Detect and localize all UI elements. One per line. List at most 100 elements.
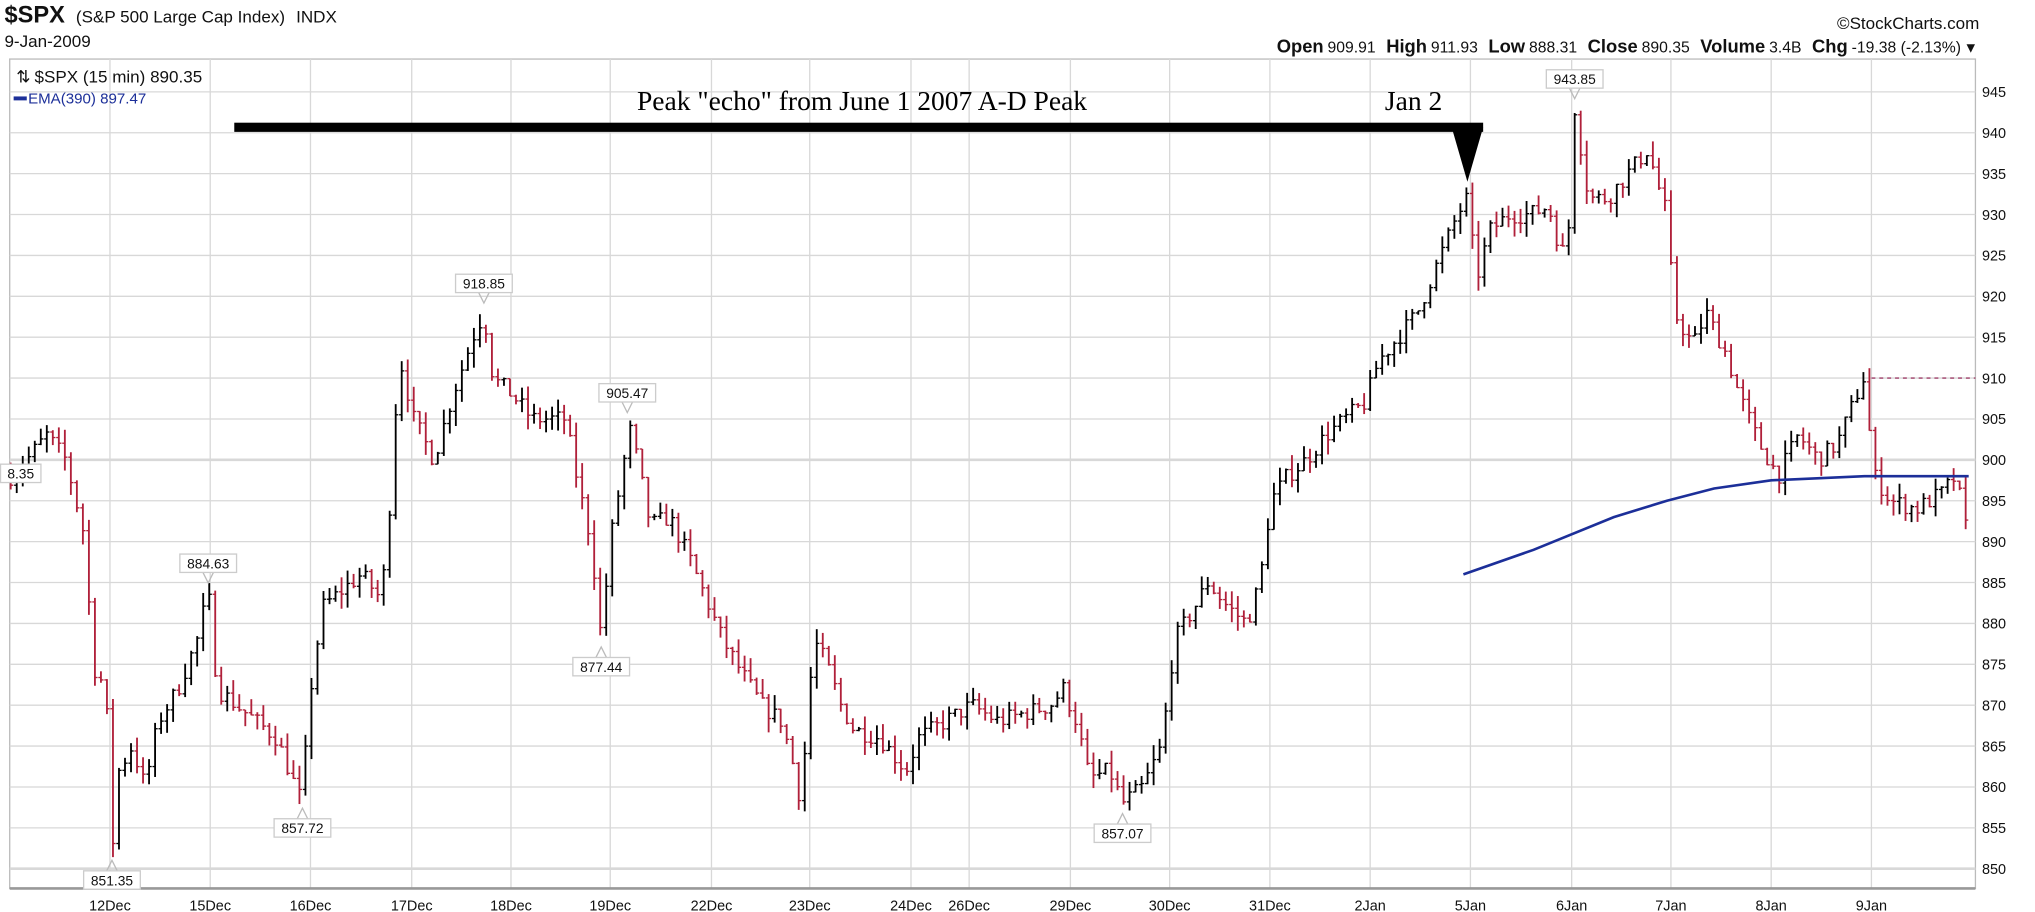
x-tick-label: 7Jan — [1655, 899, 1686, 912]
point-label-box — [0, 463, 42, 484]
label-pointer — [621, 401, 634, 414]
y-tick-label: 935 — [1982, 167, 2006, 183]
point-label: 918.85 — [463, 277, 505, 292]
label-pointer — [1116, 812, 1129, 825]
point-label-box — [82, 870, 141, 890]
symbol: $SPX — [4, 2, 65, 28]
point-label: 851.35 — [91, 873, 133, 888]
y-tick-label: 890 — [1982, 535, 2006, 551]
plot-area — [9, 58, 1977, 890]
ema-line — [1462, 474, 1969, 576]
x-tick-label: 22Dec — [691, 899, 733, 912]
x-tick-label: 26Dec — [948, 899, 990, 912]
point-label-box — [1093, 823, 1152, 844]
arrow-shaft — [234, 122, 1484, 132]
point-label: 857.72 — [281, 821, 323, 836]
x-tick-label: 15Dec — [189, 899, 231, 912]
x-tick-label: 30Dec — [1149, 899, 1191, 912]
label-pointer — [296, 806, 309, 820]
annotation-text: Peak "echo" from June 1 2007 A-D Peak — [637, 85, 1087, 116]
label-pointer — [478, 292, 490, 305]
y-tick-label: 915 — [1982, 330, 2006, 346]
point-label: 877.44 — [580, 660, 622, 675]
stat-value-high: 911.93 — [1431, 39, 1478, 56]
point-label: 905.47 — [606, 386, 648, 401]
stat-value-low: 888.31 — [1529, 39, 1577, 56]
point-label-box — [572, 656, 631, 677]
y-tick-label: 900 — [1982, 453, 2006, 469]
label-pointer — [106, 858, 118, 872]
y-tick-label: 910 — [1982, 371, 2006, 387]
legend-price: ⇅ $SPX (15 min) 890.35 — [16, 68, 202, 87]
x-tick-label: 19Dec — [589, 899, 631, 912]
x-tick-label: 29Dec — [1050, 899, 1092, 912]
x-tick-label: 2Jan — [1355, 899, 1386, 912]
annotation-date: Jan 2 — [1385, 85, 1442, 116]
exchange: INDX — [296, 7, 337, 26]
stat-value-volume: 3.4B — [1769, 39, 1801, 56]
arrow-head-icon — [1451, 127, 1484, 182]
chart-date: 9-Jan-2009 — [4, 32, 90, 51]
change-down-arrow-icon: ▼ — [1964, 40, 1978, 56]
x-tick-label: 6Jan — [1556, 899, 1587, 912]
stat-label-close: Close — [1588, 35, 1638, 56]
legend-ema: EMA(390) 897.47 — [28, 91, 146, 108]
x-tick-label: 16Dec — [290, 899, 332, 912]
label-pointer — [202, 572, 215, 585]
stat-label-low: Low — [1488, 35, 1525, 56]
ohlc-stats: Open 909.91 High 911.93 Low 888.31 Close 890.35… — [1277, 35, 1961, 56]
grid — [9, 59, 1976, 889]
point-label-box — [1545, 69, 1604, 89]
x-tick-label: 12Dec — [89, 899, 131, 912]
stat-label-volume: Volume — [1700, 35, 1765, 56]
y-tick-label: 865 — [1982, 739, 2006, 755]
stat-label-open: Open — [1277, 35, 1324, 56]
point-label: 884.63 — [187, 556, 229, 571]
stat-label-high: High — [1386, 35, 1427, 56]
up-down-arrows-icon: ⇅ — [16, 68, 30, 87]
x-tick-label: 24Dec — [890, 899, 932, 912]
y-tick-label: 925 — [1982, 249, 2006, 265]
x-tick-label: 31Dec — [1249, 899, 1291, 912]
y-tick-label: 880 — [1982, 617, 2006, 633]
y-tick-label: 895 — [1982, 494, 2006, 510]
stat-value-open: 909.91 — [1328, 39, 1376, 56]
y-tick-label: 855 — [1982, 821, 2006, 837]
point-label: 943.85 — [1554, 72, 1596, 87]
y-tick-label: 885 — [1982, 576, 2006, 592]
point-label-box — [273, 818, 332, 838]
point-labels: 8.35 851.35 884.63 857.72 918.85 877.44 905.47… — [0, 69, 1604, 890]
y-tick-label: 940 — [1982, 126, 2006, 142]
x-tick-label: 18Dec — [490, 899, 532, 912]
y-tick-label: 870 — [1982, 698, 2006, 714]
stat-value-chg: -19.38 (-2.13%) — [1852, 39, 1961, 56]
x-tick-label: 8Jan — [1756, 899, 1787, 912]
point-label: 857.07 — [1101, 826, 1143, 841]
stat-label-chg: Chg — [1812, 35, 1848, 56]
point-label-box — [598, 382, 657, 403]
x-tick-label: 23Dec — [789, 899, 831, 912]
annotation-arrow — [234, 122, 1484, 182]
y-tick-label: 850 — [1982, 862, 2006, 878]
x-tick-label: 5Jan — [1455, 899, 1486, 912]
x-tick-label: 9Jan — [1856, 899, 1887, 912]
point-label-box — [179, 553, 238, 574]
price-bars — [8, 110, 1969, 858]
y-tick-label: 945 — [1982, 85, 2006, 101]
chart-title: $SPX (S&P 500 Large Cap Index) INDX — [4, 2, 337, 28]
stat-value-close: 890.35 — [1642, 39, 1690, 56]
x-axis: 12Dec 15Dec 16Dec 17Dec 18Dec 19Dec 22Dec 23Dec… — [89, 899, 1887, 912]
label-pointer — [595, 645, 608, 658]
point-label-box — [454, 273, 513, 294]
x-tick-label: 17Dec — [391, 899, 433, 912]
y-axis: 850 855 860 865 870 875 880 885 890 895 900 905 910 9… — [1982, 85, 2006, 878]
index-name: (S&P 500 Large Cap Index) — [76, 7, 285, 26]
y-tick-label: 860 — [1982, 780, 2006, 796]
y-tick-label: 930 — [1982, 208, 2006, 224]
y-tick-label: 920 — [1982, 290, 2006, 306]
y-tick-label: 875 — [1982, 658, 2006, 674]
point-label: 8.35 — [7, 467, 34, 482]
label-pointer — [1568, 87, 1581, 101]
y-tick-label: 905 — [1982, 412, 2006, 428]
